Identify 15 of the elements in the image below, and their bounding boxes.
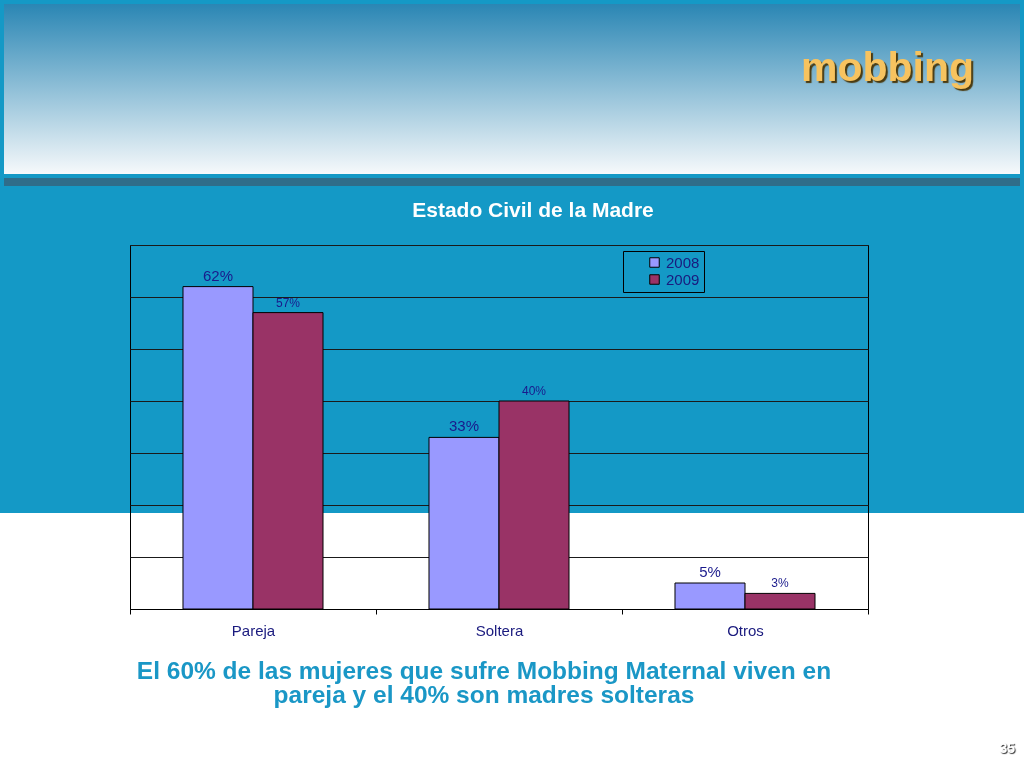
text: El 60% de las mujeres que sufre Mobbing Maternal viven en pareja y el 40% son madres solteras [135, 657, 833, 708]
x-tick-label: Soltera [475, 621, 524, 639]
data-label: 57% [275, 295, 301, 310]
legend-label: 2008 [666, 253, 700, 271]
data-label: 40% [521, 384, 547, 398]
text: mobbing [800, 44, 974, 91]
text: 35 [999, 740, 1015, 756]
x-tick-label: Otros [727, 621, 764, 639]
data-label: 33% [448, 417, 480, 435]
data-label: 5% [699, 563, 721, 580]
x-tick-label: Pareja [231, 621, 276, 639]
legend-label: 2009 [666, 270, 700, 288]
chart-title: Estado Civil de la Madre [412, 198, 654, 221]
data-label: 3% [771, 576, 789, 591]
data-label: 62% [202, 266, 234, 284]
